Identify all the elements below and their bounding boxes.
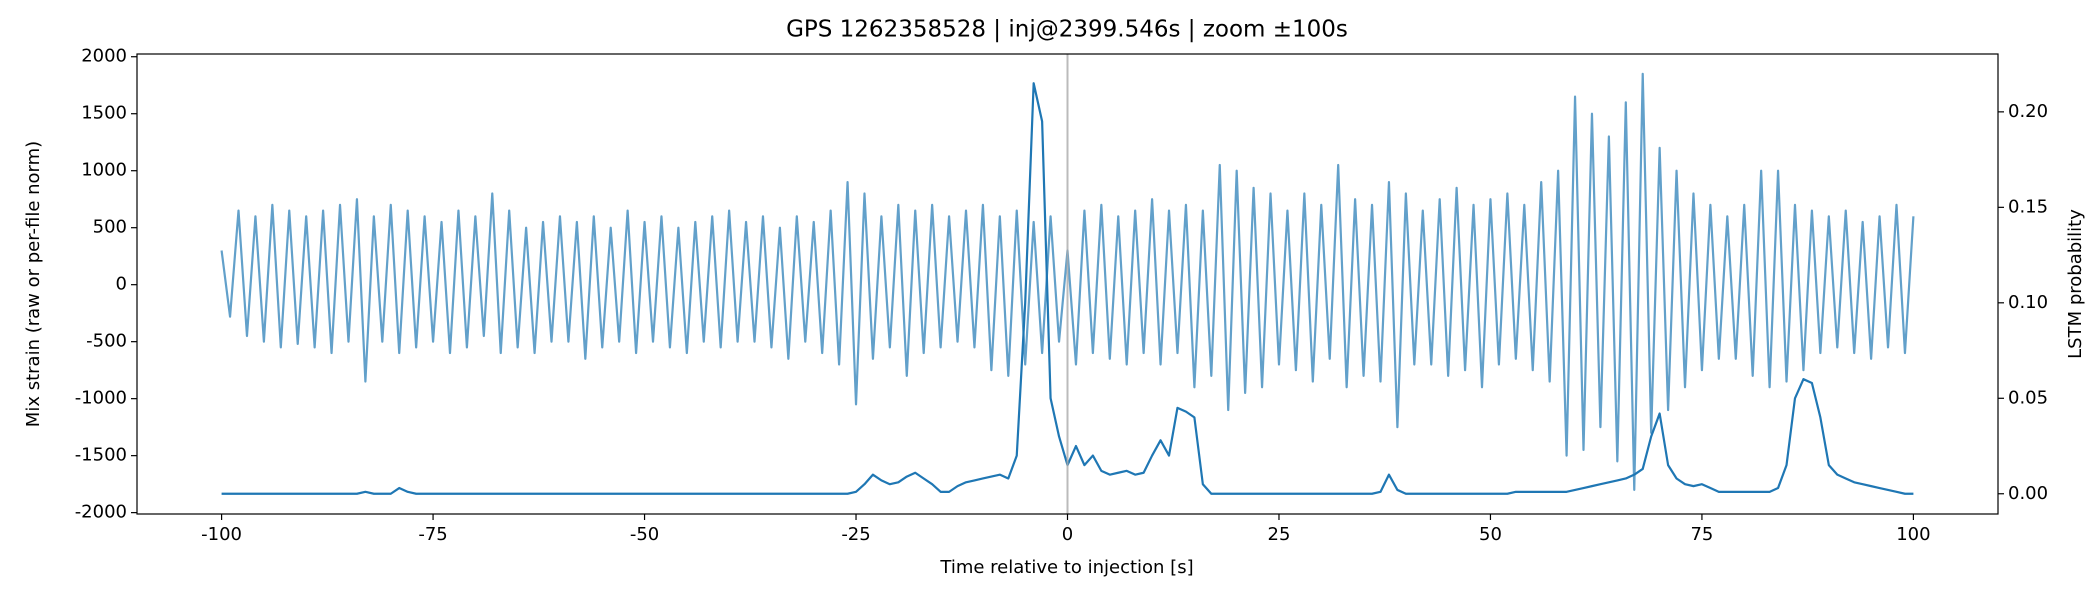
x-tick-label: 25 [1268,524,1291,545]
y-tick-label: -500 [86,331,127,352]
x-tick-label: 75 [1690,524,1713,545]
chart-title: GPS 1262358528 | inj@2399.546s | zoom ±1… [786,17,1348,43]
x-tick-label: -75 [418,524,447,545]
x-tick-label: 0 [1062,524,1073,545]
x-tick-label: -100 [201,524,242,545]
x-tick-label: 50 [1479,524,1502,545]
plot-frame [136,53,1999,515]
y2-tick-label: 0.05 [2008,387,2048,408]
x-tick-label: -50 [630,524,659,545]
y2-tick-label: 0.15 [2008,196,2048,217]
x-tick-label: -25 [841,524,870,545]
y2-axis-label: LSTM probability [2065,209,2086,359]
y2-tick-label: 0.10 [2008,292,2048,313]
y-tick-label: 1500 [81,103,127,124]
y-tick-label: 500 [93,217,127,238]
x-tick-label: 100 [1896,524,1930,545]
x-axis-label: Time relative to injection [s] [939,557,1193,578]
y2-tick-label: 0.20 [2008,101,2048,122]
y-axis-label: Mix strain (raw or per-file norm) [23,141,44,427]
y-tick-label: 1000 [81,160,127,181]
y-tick-label: -2000 [75,502,127,523]
y-tick-label: -1000 [75,388,127,409]
y-tick-label: 0 [116,274,127,295]
y-tick-label: -1500 [75,445,127,466]
y2-tick-label: 0.00 [2008,483,2048,504]
y-tick-label: 2000 [81,46,127,67]
